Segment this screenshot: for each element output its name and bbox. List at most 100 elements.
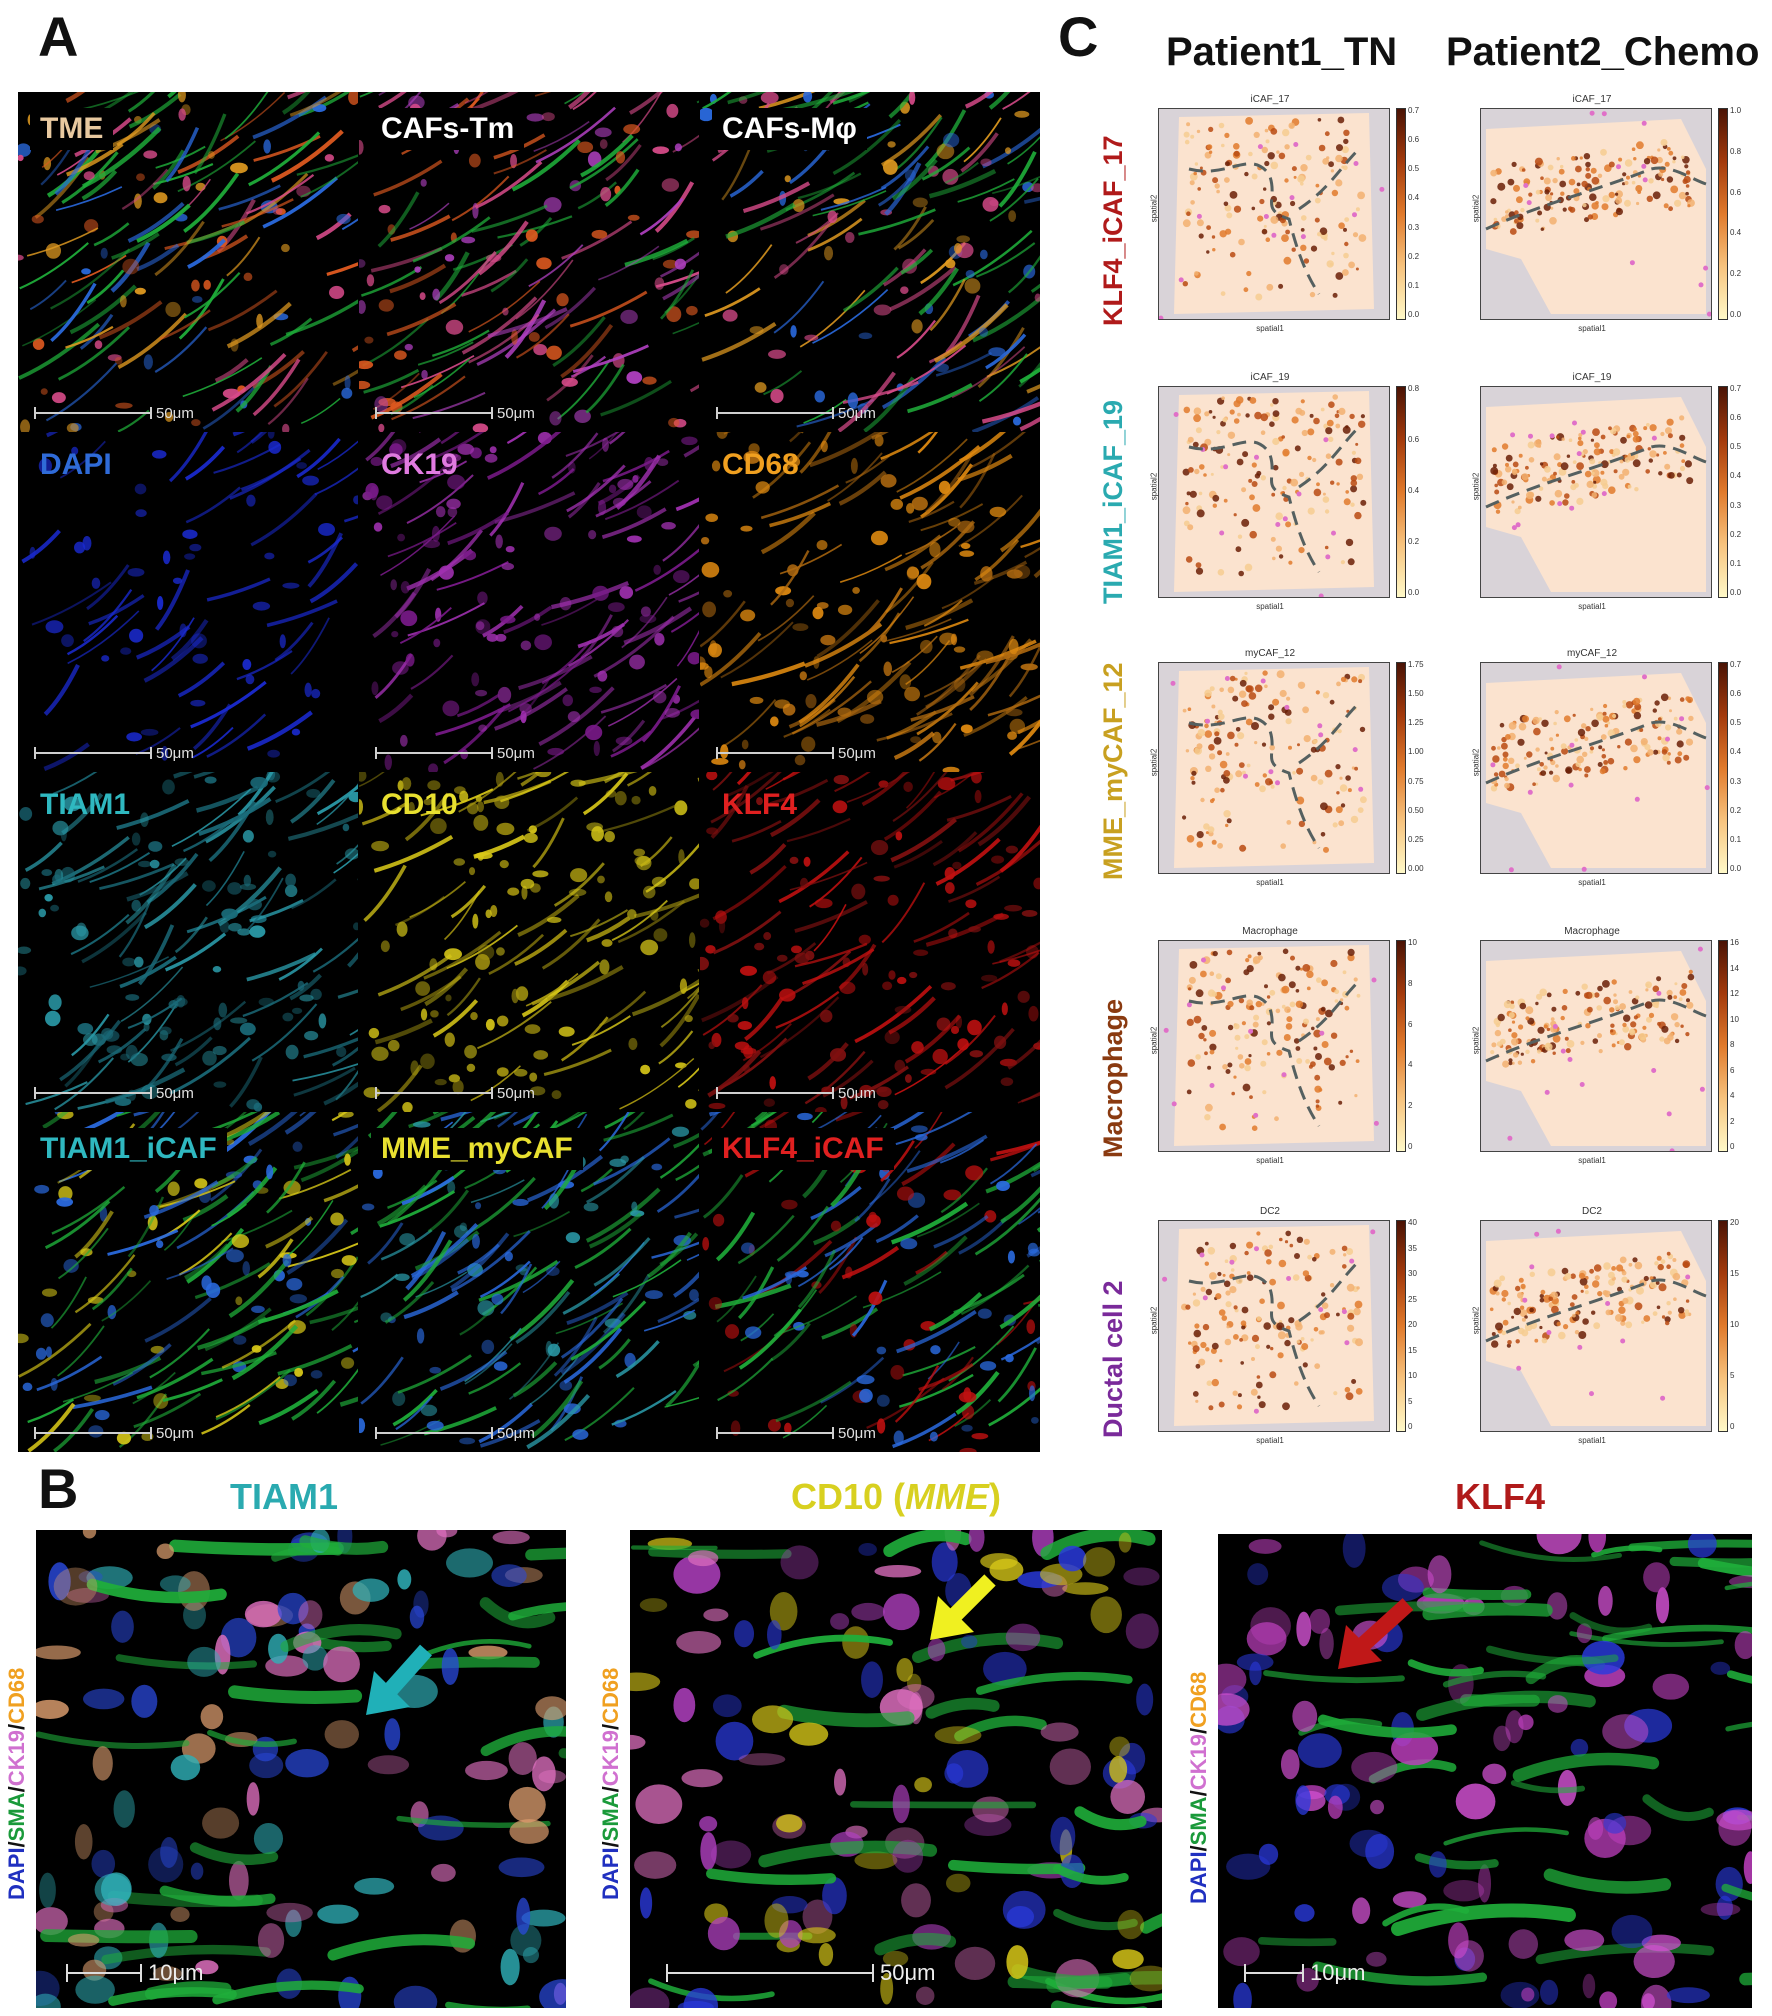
spot-heatmap [1163,945,1379,1146]
colorbar [1718,1220,1728,1432]
colorbar-tick: 20 [1730,1218,1739,1227]
scale-bar: 50μm [375,732,535,762]
map-plot-area [1158,1220,1390,1432]
scale-bar-label: 50μm [156,745,194,762]
colorbar-tick: 2 [1408,1101,1413,1111]
colorbar-tick: 1.75 [1408,660,1424,669]
scale-bar-label: 50μm [156,405,194,422]
colorbar [1718,386,1728,598]
scale-bar-label: 50μm [838,1085,876,1102]
row-label: Macrophage [1098,998,1128,1158]
panel-letter-a: A [38,5,79,68]
column-header-patient2: Patient2_Chemo [1446,30,1760,74]
y-axis-label: spatial2 [1471,748,1481,777]
spot-heatmap [1485,397,1707,592]
colorbar-tick: 0.00 [1408,864,1424,873]
panel-b-title: TIAM1 [84,1476,484,1518]
scale-bar-label: 50μm [497,1085,535,1102]
map-plot-area [1158,108,1390,320]
spatial-map: myCAF_12 0.7 0.6 0.5 0.4 0.3 0.2 0.1 0.0 spatial1… [1471,648,1744,898]
stain-sep: / [1186,1790,1211,1797]
panel-letter-b: B [38,1457,79,1520]
colorbar-tick: 1.0 [1730,106,1742,115]
stain-sep: / [598,1723,623,1731]
scale-bar-label: 50μm [156,1085,194,1102]
colorbar-tick: 4 [1408,1060,1413,1070]
spatial-map: DC2 40 35 30 25 20 15 10 5 0 spatial1 spatial2 [1149,1206,1422,1456]
stain-sep: / [1186,1727,1211,1735]
scale-bar-label: 10μm [148,1960,204,1985]
indicator-arrow [366,1644,432,1715]
colorbar-tick: 0 [1730,1142,1735,1151]
stain-sep: / [598,1786,623,1793]
y-axis-label: spatial2 [1149,1306,1159,1335]
colorbar-tick: 0.0 [1730,864,1742,873]
fluorescence-texture [359,772,699,1112]
microscopy-image: 50μm [630,1530,1162,2008]
y-axis-label: spatial2 [1149,1026,1159,1055]
tile-label: DAPI [40,448,112,481]
colorbar [1396,108,1406,320]
map-title: myCAF_12 [1566,648,1617,659]
colorbar-tick: 0.4 [1730,747,1742,757]
map-title: DC2 [1259,1206,1280,1217]
row-label: TIAM1_iCAF_19 [1098,399,1128,604]
panel-b-title: KLF4 [1300,1476,1700,1518]
colorbar-tick: 0.7 [1730,660,1742,669]
scale-bar: 50μm [666,1960,935,1986]
scale-bar-label: 50μm [497,1425,535,1442]
title-text: CD10 ( [790,1476,906,1517]
fluorescence-texture [700,772,1040,1112]
map-plot-area [1158,662,1390,874]
map-plot-area [1158,940,1390,1152]
colorbar-tick: 25 [1408,1294,1417,1304]
tile-label: KLF4_iCAF [712,1128,894,1170]
spatial-map: myCAF_12 1.75 1.50 1.25 1.00 0.75 0.50 0.25 0.00… [1149,648,1424,898]
tile-tiam1-icaf: TIAM1_iCAF 50μm [18,1112,358,1452]
map-title: myCAF_12 [1244,648,1295,659]
colorbar-tick: 10 [1408,938,1417,947]
tile-klf4: KLF4 50μm [700,772,1040,1112]
colorbar-tick: 6 [1730,1065,1735,1075]
colorbar-tick: 14 [1730,963,1739,973]
stain-sep: / [4,1786,29,1793]
colorbar-tick: 10 [1408,1371,1417,1380]
stain-sma: SMA [1186,1796,1211,1846]
stain-sep: / [1186,1845,1211,1852]
tile-label: KLF4 [722,788,797,821]
spatial-map: Macrophage 10 8 6 4 2 0 spatial1 spatial2 [1149,926,1422,1176]
colorbar-tick: 0.1 [1730,834,1742,844]
tile-label: TIAM1 [40,788,130,821]
colorbar-tick: 2 [1730,1116,1735,1126]
map-title: iCAF_17 [1572,94,1612,105]
tile-cafs-tm: CAFs-Tm 50μm [359,92,699,432]
scale-bar-label: 10μm [1310,1960,1366,1985]
tile-cd68: CD68 50μm [700,432,1040,772]
scale-bar: 50μm [34,732,194,762]
colorbar-tick: 0.25 [1408,834,1424,844]
title-gene-italic: MME [905,1476,990,1517]
microscopy-texture [630,1530,1162,2008]
spot-heatmap [1159,113,1385,319]
y-axis-label: spatial2 [1471,194,1481,223]
colorbar-tick: 0.6 [1408,435,1420,444]
colorbar-tick: 6 [1408,1019,1413,1029]
scale-bar-label: 50μm [838,1425,876,1442]
tile-tme: TME 50μm [18,92,358,432]
indicator-arrow [930,1574,996,1640]
colorbar-tick: 0.0 [1730,588,1742,597]
colorbar-tick: 35 [1408,1243,1417,1253]
stain-cd68: CD68 [598,1667,623,1724]
x-axis-label: spatial1 [1578,878,1606,887]
microscopy-texture [1218,1534,1752,2008]
map-title: Macrophage [1242,926,1298,937]
colorbar-tick: 0.6 [1730,413,1742,423]
spot-heatmap [1173,391,1374,597]
tile-label: CAFs-Mφ [712,108,867,150]
colorbar-tick: 0.50 [1408,805,1424,815]
y-axis-label: spatial2 [1149,472,1159,501]
spatial-map: DC2 20 15 10 5 0 spatial1 spatial2 [1471,1206,1744,1456]
colorbar-tick: 0.7 [1408,106,1420,115]
x-axis-label: spatial1 [1578,1436,1606,1445]
stain-ck19: CK19 [1186,1734,1211,1791]
